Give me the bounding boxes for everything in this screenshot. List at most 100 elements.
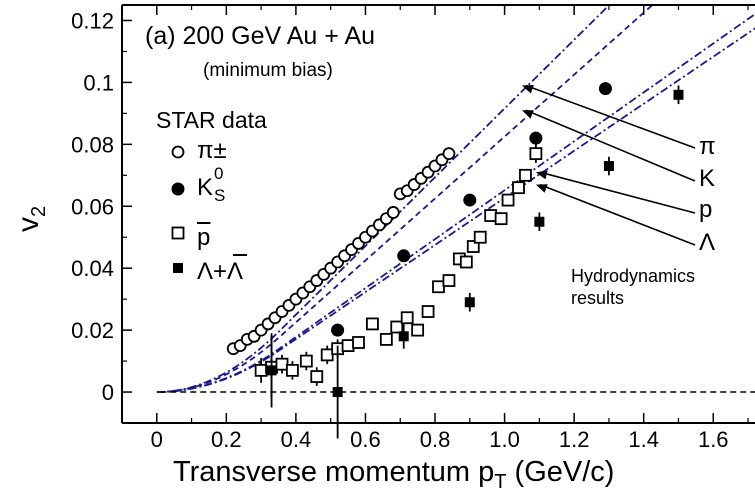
x-tick-label-0: 0 — [151, 427, 163, 452]
curve-label-pion: π — [699, 133, 716, 160]
curve-label-lambda: Λ — [699, 229, 716, 256]
x-tick-label-5: 1.0 — [489, 427, 520, 452]
x-tick-label-3: 0.6 — [350, 427, 381, 452]
point-s3-4 — [534, 216, 545, 227]
hydro-curve-0 — [156, 5, 611, 393]
point-s3-2 — [398, 331, 409, 342]
x-tick-label-4: 0.8 — [420, 427, 451, 452]
y-axis-label-sub: 2 — [28, 205, 50, 217]
legend-label-kaon-sup: 0 — [214, 164, 224, 183]
arrow-head-1 — [521, 110, 534, 119]
point-s2-4 — [299, 354, 313, 368]
y-tick-label-2: 0.04 — [71, 256, 114, 281]
y-tick-label-6: 0.12 — [71, 8, 114, 33]
curve-label-proton: p — [699, 196, 713, 223]
point-s1-2 — [397, 249, 411, 263]
y-tick-label-5: 0.1 — [83, 70, 114, 95]
point-s2-5 — [310, 370, 324, 383]
hydro-curve-1 — [156, 5, 654, 393]
point-s2-10 — [366, 317, 379, 331]
hydro-label: Hydrodynamics — [571, 266, 696, 286]
hydrodynamics-curves — [156, 5, 755, 393]
arrow-line-3 — [539, 183, 696, 246]
y-tick-label-0: 0 — [102, 380, 114, 405]
point-s2-3 — [286, 363, 299, 377]
legend-marker-1 — [171, 182, 185, 196]
point-s2-17 — [442, 274, 456, 287]
legend-label-kaon-sub: S — [214, 186, 226, 205]
point-s3-1 — [332, 387, 343, 398]
arrow-head-2 — [535, 170, 548, 180]
panel-subtitle: (minimum bias) — [203, 60, 333, 81]
point-s3-5 — [603, 161, 614, 172]
point-s2-0 — [254, 363, 268, 377]
axes — [121, 4, 755, 424]
point-s2-22 — [484, 209, 498, 222]
hydro-arrows — [521, 84, 696, 246]
point-s2-9 — [352, 336, 365, 349]
legend-label-kaon-text: K — [197, 174, 214, 201]
point-s2-20 — [466, 240, 480, 253]
arrow-head-3 — [535, 184, 548, 193]
legend-label-lambda: Λ+Λ — [197, 254, 247, 286]
point-s1-3 — [463, 193, 477, 207]
point-s2-16 — [432, 280, 445, 294]
legend-title: STAR data — [156, 107, 267, 133]
point-s3-6 — [673, 89, 684, 100]
legend-label-pion-text: π± — [197, 137, 227, 164]
arrow-head-0 — [521, 85, 534, 94]
legend-marker-3 — [173, 263, 183, 273]
x-axis-label: Transverse momentum pT (GeV/c) — [173, 456, 614, 494]
point-s2-24 — [501, 193, 515, 207]
y-tick-label-4: 0.08 — [71, 132, 114, 157]
hydro-label-2: results — [571, 288, 625, 308]
legend-label-antiproton: p — [197, 224, 211, 251]
point-s3-3 — [464, 297, 475, 308]
x-axis-label-unit: (GeV/c) — [506, 456, 615, 488]
point-s2-8 — [341, 339, 355, 352]
hydro-curve-3 — [156, 27, 755, 393]
point-s2-19 — [459, 255, 473, 269]
point-s2-2 — [275, 357, 289, 371]
point-s2-12 — [390, 320, 404, 334]
legend-marker-0 — [171, 145, 185, 159]
data-points — [226, 82, 684, 439]
point-s1-5 — [598, 82, 612, 96]
tick-labels: 0 0.2 0.4 0.6 0.8 1.0 1.2 1.4 1.6 0 0.02 0.04 0.06 0.… — [71, 8, 728, 452]
y-tick-label-1: 0.02 — [71, 318, 114, 343]
point-s2-6 — [320, 348, 334, 362]
x-tick-label-6: 1.2 — [559, 427, 590, 452]
point-s2-26 — [519, 168, 532, 182]
y-tick-label-3: 0.06 — [71, 194, 114, 219]
x-tick-label-2: 0.4 — [281, 427, 312, 452]
legend-label-lambda-bar — [233, 254, 247, 256]
point-s2-15 — [421, 305, 435, 318]
x-axis-label-sub: T — [494, 470, 507, 493]
point-s2-14 — [411, 323, 425, 337]
x-tick-label-7: 1.4 — [628, 427, 659, 452]
x-tick-label-8: 1.6 — [698, 427, 729, 452]
point-s2-21 — [473, 230, 487, 244]
arrow-line-0 — [525, 84, 696, 149]
panel-title: (a) 200 GeV Au + Au — [145, 22, 376, 50]
y-axis-label: v2 — [12, 206, 51, 232]
x-axis-label-text: Transverse momentum p — [173, 456, 495, 488]
legend-marker-2 — [171, 226, 185, 240]
point-s2-27 — [529, 147, 543, 161]
legend-label-pion: π± — [197, 137, 227, 165]
point-s1-4 — [529, 131, 543, 145]
x-tick-label-1: 0.2 — [211, 427, 242, 452]
point-s2-23 — [494, 212, 508, 226]
arrow-line-2 — [539, 171, 696, 214]
point-s2-11 — [379, 332, 393, 346]
ticks — [122, 5, 749, 423]
y-axis-label-text: v — [12, 217, 45, 232]
point-s0-23 — [386, 206, 400, 219]
point-s0-31 — [442, 147, 456, 161]
legend-label-lambda-text: Λ+Λ — [197, 258, 244, 285]
curve-label-kaon: K — [699, 165, 716, 192]
point-s3-0 — [266, 365, 277, 376]
arrow-line-1 — [525, 109, 696, 182]
